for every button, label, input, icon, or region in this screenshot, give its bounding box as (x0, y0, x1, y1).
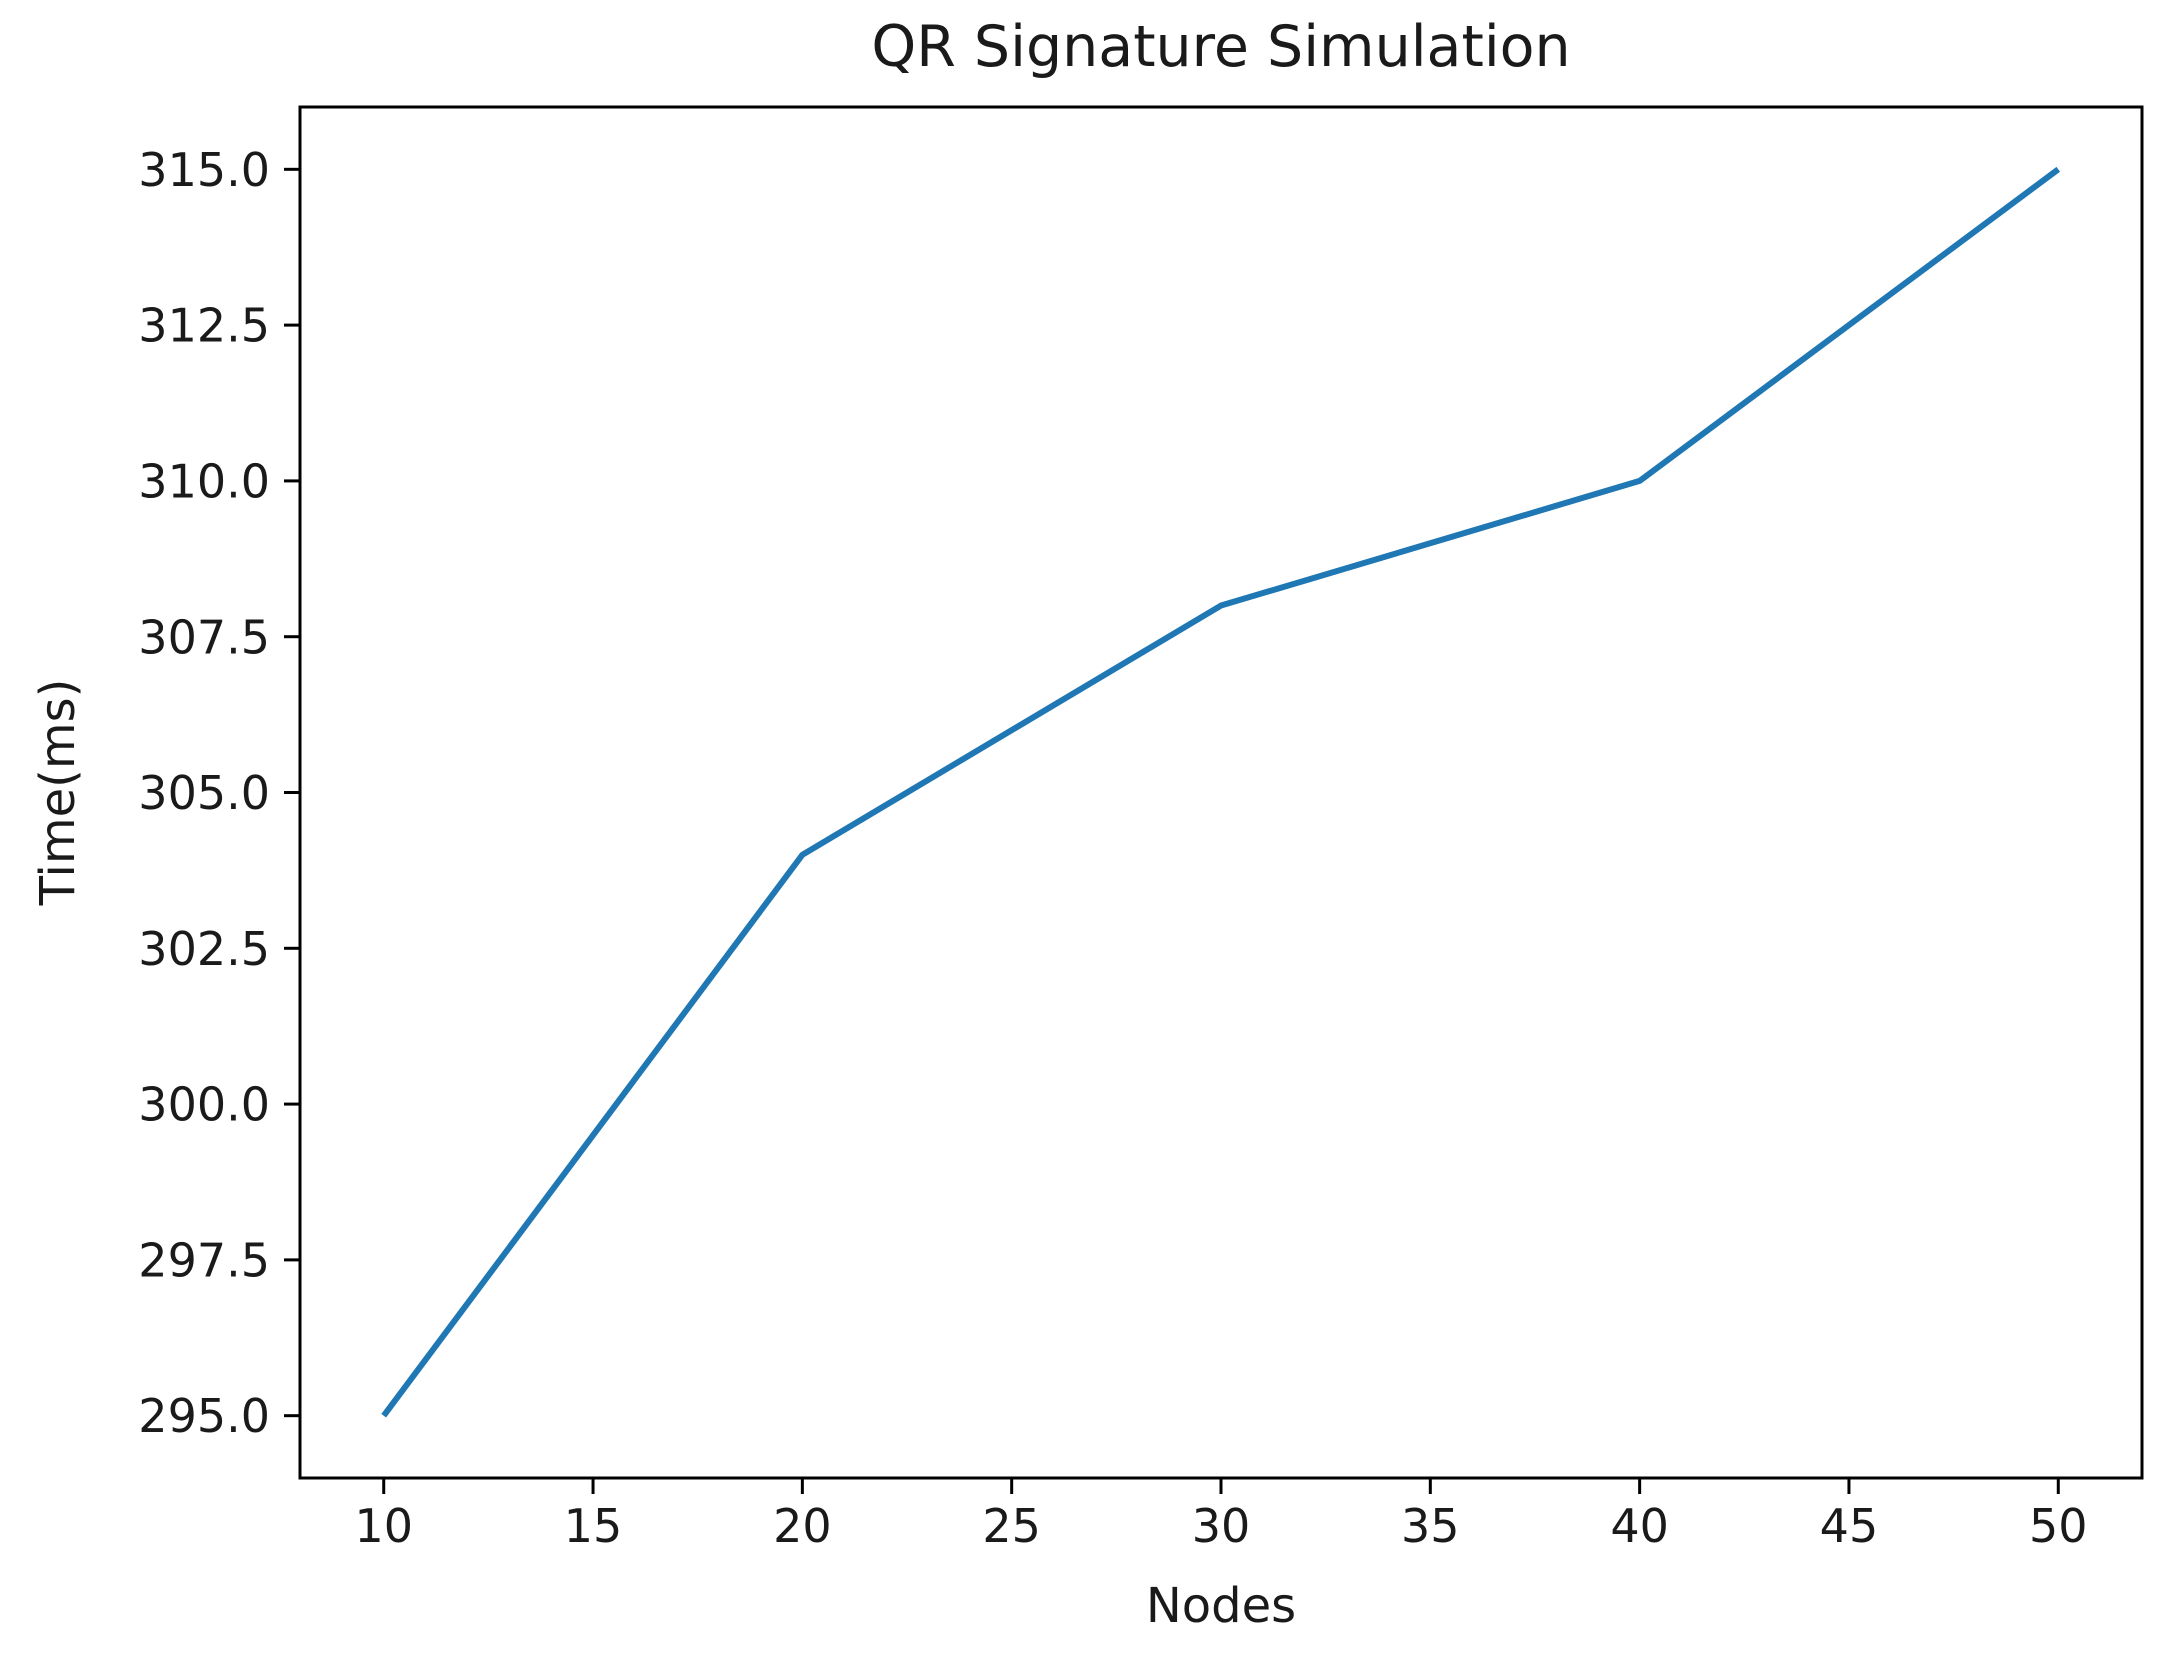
x-axis-label: Nodes (1145, 1578, 1297, 1634)
x-tick-label: 15 (564, 1499, 623, 1553)
y-tick-label: 315.0 (138, 143, 270, 197)
y-tick-label: 307.5 (138, 610, 270, 664)
y-tick-label: 312.5 (138, 299, 270, 353)
x-tick-label: 40 (1610, 1499, 1669, 1553)
y-tick-label: 297.5 (138, 1233, 270, 1287)
data-line (381, 166, 2061, 1418)
y-tick-label: 300.0 (138, 1078, 270, 1132)
x-tick-label: 50 (2029, 1499, 2088, 1553)
y-axis-label: Time(ms) (30, 678, 86, 906)
x-tick-label: 25 (982, 1499, 1041, 1553)
y-tick-label: 295.0 (138, 1389, 270, 1443)
x-tick-label: 30 (1192, 1499, 1251, 1553)
x-tick-label: 10 (354, 1499, 413, 1553)
x-tick-label: 20 (773, 1499, 832, 1553)
x-tick-label: 35 (1401, 1499, 1460, 1553)
chart-title: QR Signature Simulation (871, 14, 1571, 80)
y-tick-label: 305.0 (138, 766, 270, 820)
y-tick-label: 302.5 (138, 922, 270, 976)
x-tick-label: 45 (1820, 1499, 1879, 1553)
y-tick-label: 310.0 (138, 454, 270, 508)
